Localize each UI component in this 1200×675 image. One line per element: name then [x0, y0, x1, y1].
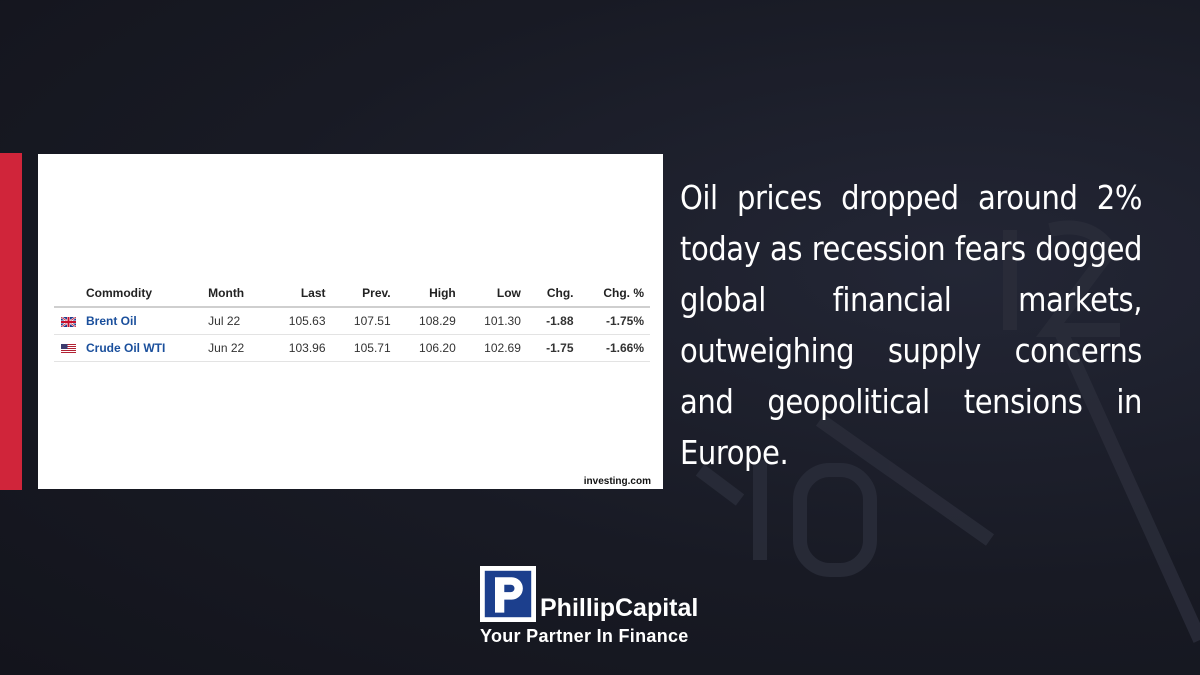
phillip-p-logo-icon: [480, 566, 536, 622]
header-prev: Prev.: [331, 282, 397, 308]
month-cell: Jun 22: [202, 334, 267, 362]
header-last: Last: [266, 282, 332, 308]
commodity-table: Commodity Month Last Prev. High Low Chg.…: [54, 282, 650, 362]
high-cell: 108.29: [396, 307, 462, 335]
table-row: Brent Oil Jul 22 105.63 107.51 108.29 10…: [54, 307, 650, 335]
header-commodity: Commodity: [80, 282, 203, 308]
header-chg-pct: Chg. %: [579, 282, 650, 308]
chg-cell: -1.75: [526, 334, 580, 362]
high-cell: 106.20: [396, 334, 462, 362]
low-cell: 102.69: [461, 334, 527, 362]
commodity-quote-card: Commodity Month Last Prev. High Low Chg.…: [38, 154, 663, 489]
uk-flag-icon: [61, 316, 76, 327]
header-low: Low: [461, 282, 527, 308]
company-logo: PhillipCapital Your Partner In Finance: [480, 566, 730, 650]
prev-cell: 107.51: [331, 307, 397, 335]
commodity-name-link[interactable]: Crude Oil WTI: [80, 334, 203, 362]
month-cell: Jul 22: [202, 307, 267, 335]
flag-cell: [54, 334, 80, 362]
chg-cell: -1.88: [526, 307, 580, 335]
source-label: investing.com: [583, 476, 651, 487]
header-chg: Chg.: [526, 282, 580, 308]
accent-bar: [0, 153, 22, 490]
low-cell: 101.30: [461, 307, 527, 335]
commodity-name-link[interactable]: Brent Oil: [80, 307, 203, 335]
header-month: Month: [202, 282, 267, 308]
headline-text: Oil prices dropped around 2% today as re…: [680, 178, 1142, 472]
last-cell: 103.96: [266, 334, 332, 362]
chg-pct-cell: -1.75%: [579, 307, 650, 335]
brand-tagline: Your Partner In Finance: [480, 626, 689, 646]
brand-name: PhillipCapital: [540, 594, 699, 622]
us-flag-icon: [61, 343, 76, 354]
table-row: Crude Oil WTI Jun 22 103.96 105.71 106.2…: [54, 334, 650, 362]
table-header-row: Commodity Month Last Prev. High Low Chg.…: [54, 282, 650, 308]
prev-cell: 105.71: [331, 334, 397, 362]
header-high: High: [396, 282, 462, 308]
header-flag: [54, 282, 80, 308]
last-cell: 105.63: [266, 307, 332, 335]
chg-pct-cell: -1.66%: [579, 334, 650, 362]
flag-cell: [54, 307, 80, 335]
